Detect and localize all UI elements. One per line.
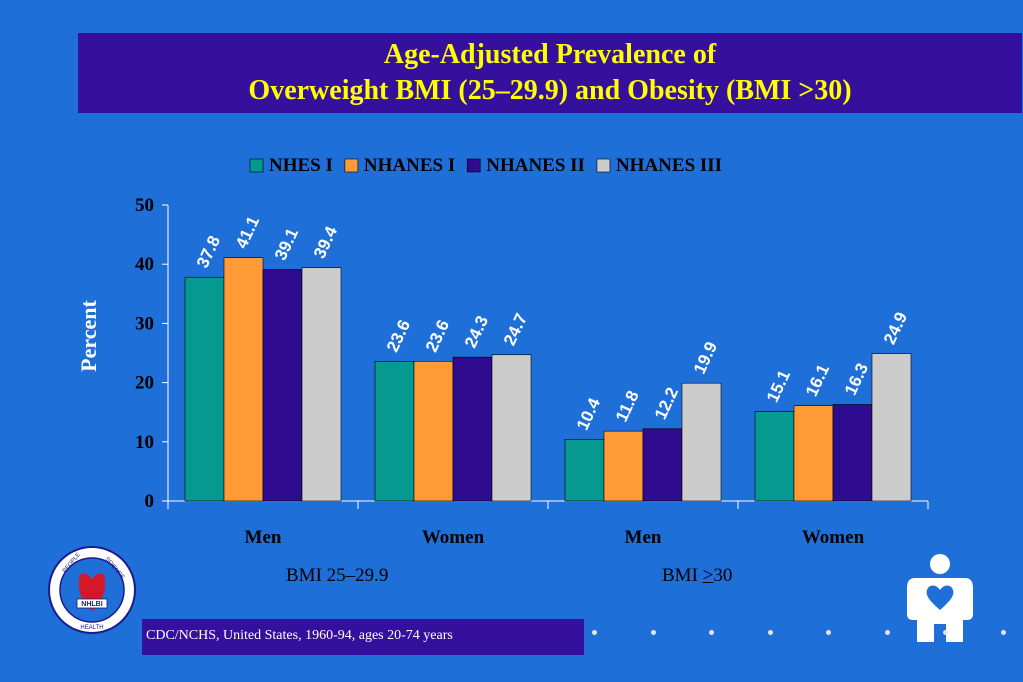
bar bbox=[413, 360, 454, 502]
dot-4 bbox=[768, 630, 773, 635]
data-label: 11.8 bbox=[612, 388, 643, 425]
data-label: 39.4 bbox=[310, 223, 341, 262]
nhlbi-seal-logo: NHLBI PEOPLE SCIENCE HEALTH bbox=[48, 546, 136, 634]
bar bbox=[603, 430, 644, 502]
y-axis-label: Percent bbox=[76, 300, 101, 372]
bar bbox=[262, 269, 303, 502]
source-note: CDC/NCHS, United States, 1960-94, ages 2… bbox=[142, 619, 584, 655]
data-label: 24.9 bbox=[880, 309, 911, 347]
bar bbox=[681, 382, 722, 502]
data-label: 16.3 bbox=[841, 360, 872, 398]
y-tick-label: 0 bbox=[145, 491, 155, 512]
bar bbox=[374, 360, 415, 502]
group-label-obesity-symbol: > bbox=[702, 565, 714, 586]
bar bbox=[793, 405, 834, 502]
data-label: 37.8 bbox=[193, 233, 224, 271]
data-label: 24.7 bbox=[500, 310, 531, 348]
legend-swatch bbox=[596, 158, 611, 173]
y-tick-label: 10 bbox=[135, 432, 154, 453]
data-label: 23.6 bbox=[383, 317, 414, 355]
legend-swatch bbox=[344, 158, 359, 173]
group-label-overweight: BMI 25–29.9 bbox=[286, 565, 389, 586]
category-label: Men bbox=[625, 527, 662, 548]
data-label: 39.1 bbox=[271, 225, 302, 263]
legend-label: NHES I bbox=[269, 155, 333, 176]
dot-7 bbox=[943, 630, 948, 635]
category-label: Women bbox=[802, 527, 865, 548]
bar bbox=[301, 267, 342, 502]
data-label: 24.3 bbox=[461, 313, 492, 351]
legend-label: NHANES II bbox=[486, 155, 585, 176]
dot-1 bbox=[592, 630, 597, 635]
dot-8 bbox=[1001, 630, 1006, 635]
dot-3 bbox=[709, 630, 714, 635]
title-box: Age-Adjusted Prevalence of Overweight BM… bbox=[78, 33, 1022, 113]
data-label: 10.4 bbox=[573, 395, 604, 434]
data-label: 12.2 bbox=[651, 384, 682, 422]
group-label-obesity-prefix: BMI bbox=[662, 565, 703, 586]
bar bbox=[642, 428, 683, 502]
legend-swatch bbox=[466, 158, 481, 173]
y-tick-label: 20 bbox=[135, 373, 154, 394]
legend-swatch bbox=[249, 158, 264, 173]
bar bbox=[832, 404, 873, 502]
bar bbox=[564, 439, 605, 502]
y-tick-label: 40 bbox=[135, 254, 154, 275]
bar bbox=[452, 356, 493, 502]
title-line-2: Overweight BMI (25–29.9) and Obesity (BM… bbox=[248, 75, 852, 106]
logo-ring-bottom: HEALTH bbox=[80, 625, 103, 631]
category-label: Women bbox=[422, 527, 485, 548]
title-line-1: Age-Adjusted Prevalence of bbox=[383, 39, 717, 70]
data-label: 16.1 bbox=[802, 361, 833, 399]
data-label: 23.6 bbox=[422, 317, 453, 355]
data-label: 15.1 bbox=[763, 367, 794, 405]
bar bbox=[871, 353, 912, 502]
data-label: 19.9 bbox=[690, 339, 721, 377]
legend-label: NHANES III bbox=[616, 155, 722, 176]
logo-text: NHLBI bbox=[81, 601, 102, 608]
bar bbox=[184, 276, 225, 502]
group-label-obesity-suffix: 30 bbox=[713, 565, 733, 586]
person-heart-icon bbox=[907, 554, 973, 642]
group-label-obesity: BMI >30 bbox=[662, 565, 732, 587]
legend-label: NHANES I bbox=[364, 155, 455, 176]
data-label: 41.1 bbox=[232, 213, 263, 251]
dot-6 bbox=[885, 630, 890, 635]
y-tick-label: 50 bbox=[135, 195, 154, 216]
bar bbox=[491, 354, 532, 502]
y-tick-label: 30 bbox=[135, 313, 154, 334]
bar bbox=[223, 257, 264, 502]
bar bbox=[754, 411, 795, 502]
dot-2 bbox=[651, 630, 656, 635]
dot-5 bbox=[826, 630, 831, 635]
category-label: Men bbox=[245, 527, 282, 548]
